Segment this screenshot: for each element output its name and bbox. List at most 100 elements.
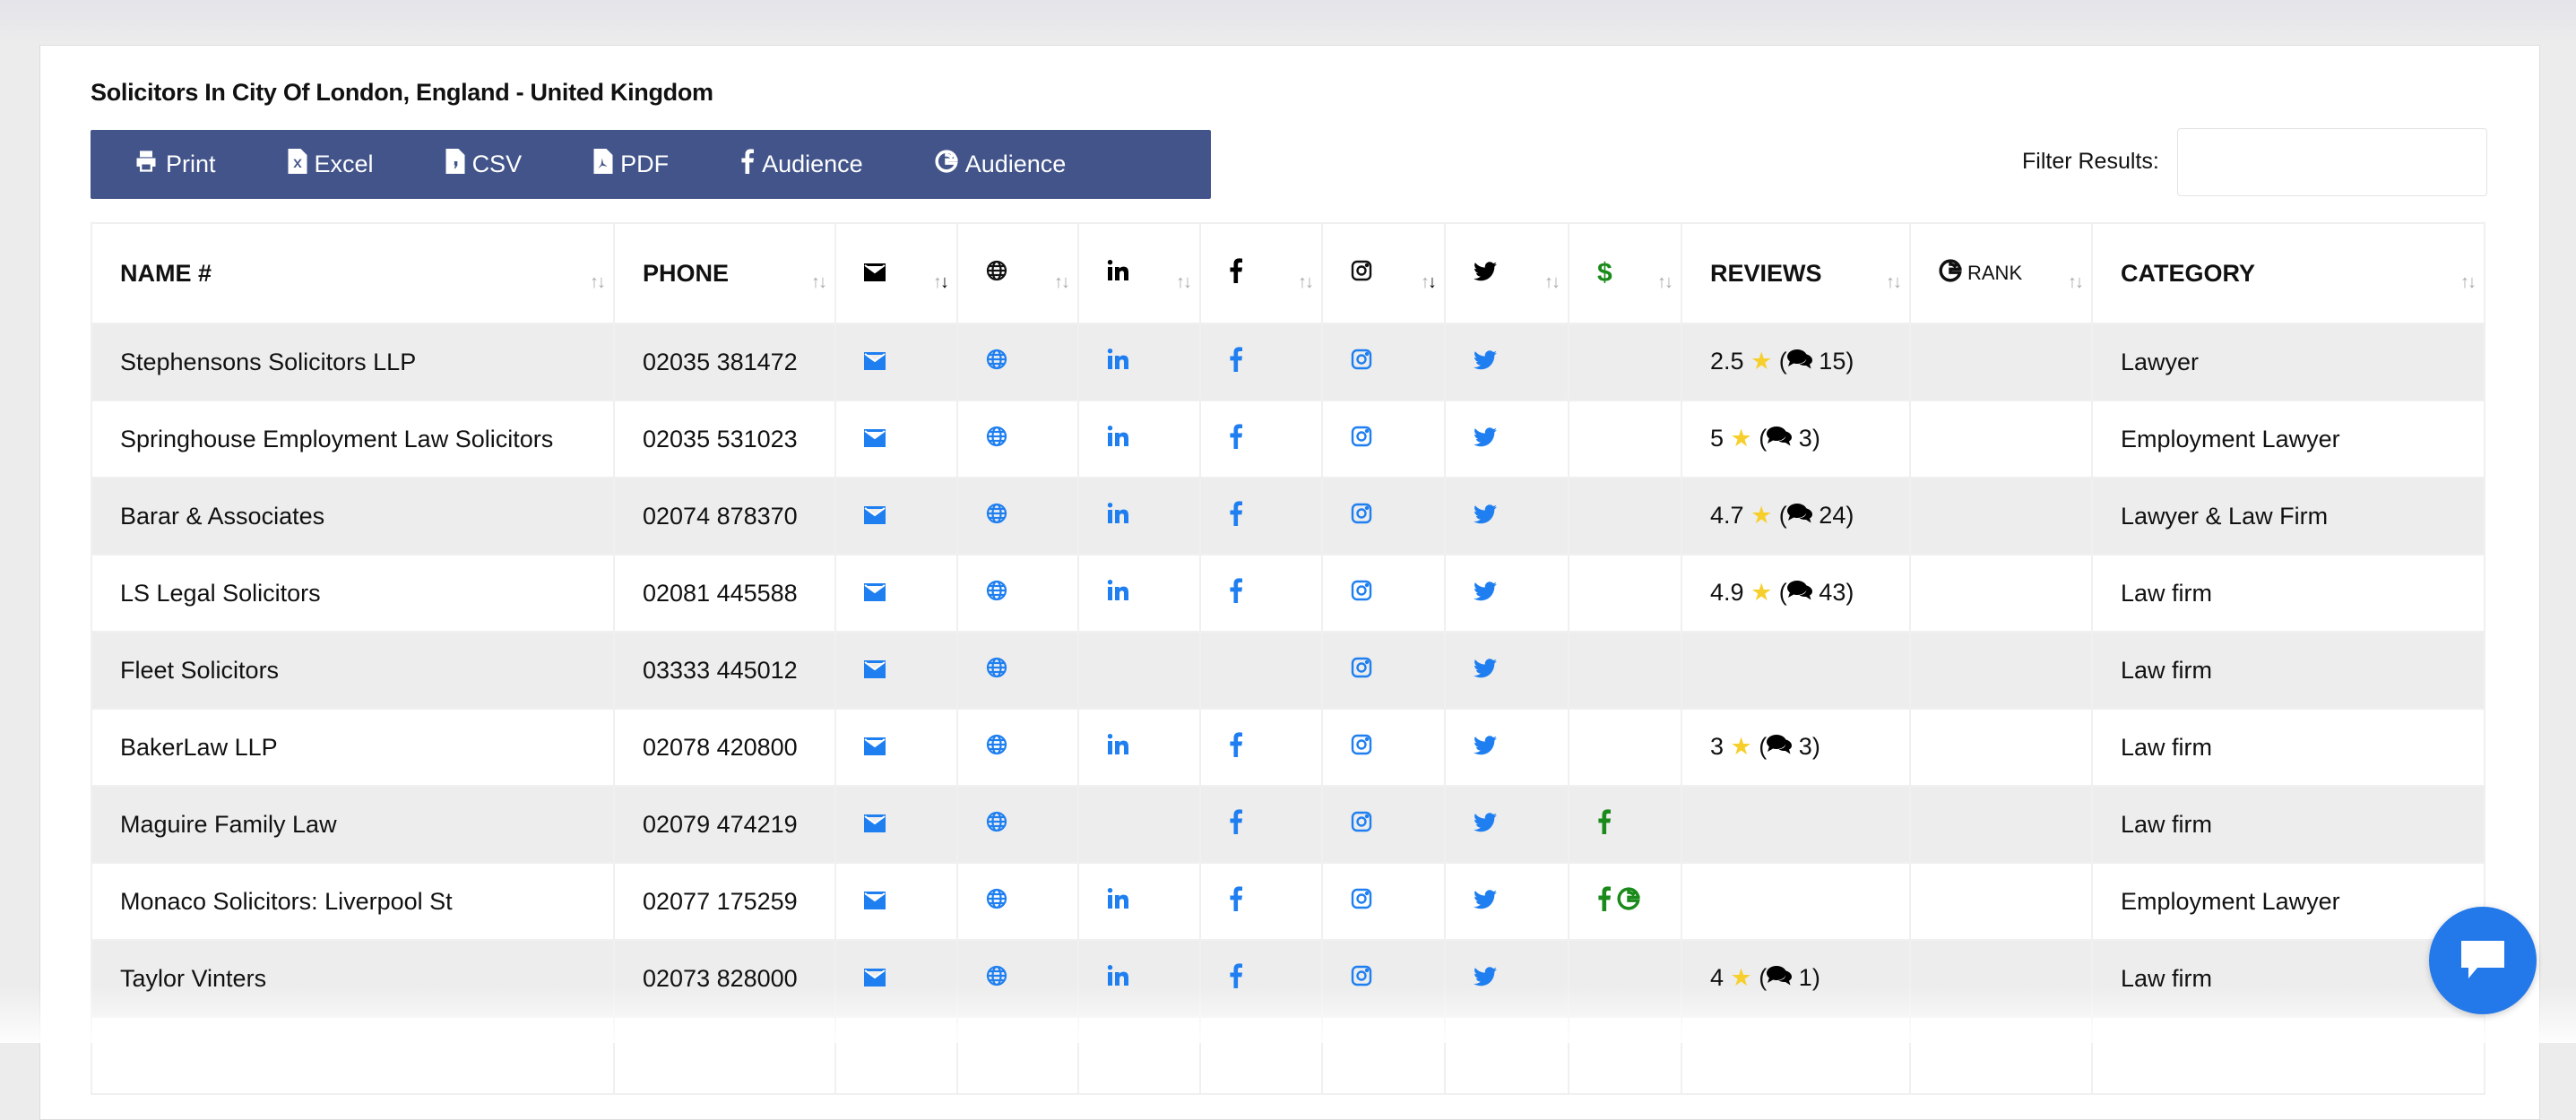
- linkedin-icon[interactable]: [1107, 426, 1128, 453]
- business-name: Fleet Solicitors: [120, 656, 280, 684]
- column-header-dollar[interactable]: $ ↑↓: [1568, 222, 1682, 324]
- email-icon[interactable]: [864, 349, 886, 376]
- globe-icon[interactable]: [986, 888, 1007, 916]
- linkedin-icon[interactable]: [1107, 349, 1128, 376]
- sort-arrows-icon[interactable]: ↑↓: [1298, 272, 1314, 292]
- instagram-icon[interactable]: [1351, 965, 1372, 993]
- web-cell: [956, 477, 1079, 556]
- twitter-icon[interactable]: [1474, 888, 1497, 916]
- globe-icon[interactable]: [986, 657, 1007, 685]
- email-icon[interactable]: [864, 503, 886, 530]
- csv-file-icon: [445, 149, 465, 180]
- linkedin-icon[interactable]: [1107, 965, 1128, 993]
- twitter-icon[interactable]: [1474, 580, 1497, 607]
- sort-arrows-icon[interactable]: ↑↓: [1054, 272, 1070, 292]
- twitter-icon[interactable]: [1474, 965, 1497, 993]
- web-cell: [956, 862, 1079, 941]
- instagram-icon[interactable]: [1351, 349, 1372, 376]
- facebook-icon[interactable]: [1229, 500, 1243, 532]
- sort-arrows-icon[interactable]: ↑↓: [1886, 272, 1902, 292]
- sort-arrows-icon[interactable]: ↑↓: [811, 272, 827, 292]
- facebook-icon[interactable]: [1229, 808, 1243, 840]
- email-icon[interactable]: [864, 965, 886, 993]
- facebook-icon[interactable]: [1229, 577, 1243, 609]
- instagram-icon[interactable]: [1351, 734, 1372, 762]
- audience-google-button[interactable]: Audience: [935, 149, 1066, 180]
- chat-widget-button[interactable]: [2429, 907, 2537, 1014]
- sort-arrows-icon[interactable]: ↑↓: [1544, 272, 1560, 292]
- facebook-icon[interactable]: [1229, 885, 1243, 918]
- instagram-icon[interactable]: [1351, 888, 1372, 916]
- table-row: Barar & Associates 02074 878370 4.7 ★ ( 24…: [91, 477, 2485, 556]
- rank-cell: [1909, 477, 2093, 556]
- column-header-globe[interactable]: ↑↓: [956, 222, 1079, 324]
- instagram-icon[interactable]: [1351, 503, 1372, 530]
- twitter-icon[interactable]: [1474, 349, 1497, 376]
- column-header-twitter[interactable]: ↑↓: [1444, 222, 1569, 324]
- review-count: 43: [1819, 578, 1846, 606]
- twitter-icon[interactable]: [1474, 426, 1497, 453]
- column-header-phone[interactable]: PHONE ↑↓: [613, 222, 836, 324]
- linkedin-icon[interactable]: [1107, 888, 1128, 916]
- csv-csv-file-button[interactable]: CSV: [445, 149, 522, 180]
- globe-icon[interactable]: [986, 965, 1007, 993]
- column-header-rank[interactable]: RANK ↑↓: [1909, 222, 2093, 324]
- globe-icon[interactable]: [986, 503, 1007, 530]
- reviews-cell: [1681, 631, 1911, 710]
- globe-icon[interactable]: [986, 426, 1007, 453]
- print-print-button[interactable]: Print: [134, 149, 216, 180]
- facebook-icon[interactable]: [1229, 962, 1243, 995]
- sort-arrows-icon[interactable]: ↑↓: [2460, 272, 2477, 292]
- column-header-name-[interactable]: NAME # ↑↓: [91, 222, 615, 324]
- twitter-cell: [1444, 554, 1569, 633]
- email-icon[interactable]: [864, 657, 886, 685]
- instagram-icon[interactable]: [1351, 657, 1372, 685]
- facebook-icon[interactable]: [1229, 346, 1243, 378]
- column-header-linkedin[interactable]: ↑↓: [1077, 222, 1201, 324]
- phone-cell: 02078 420800: [613, 708, 836, 787]
- sort-arrows-icon[interactable]: ↑↓: [1176, 272, 1192, 292]
- facebook-icon: [740, 149, 755, 180]
- excel-excel-file-button[interactable]: Excel: [288, 149, 374, 180]
- column-header-facebook[interactable]: ↑↓: [1199, 222, 1323, 324]
- comments-icon: [1786, 580, 1812, 607]
- category: Law firm: [2121, 733, 2213, 761]
- twitter-icon[interactable]: [1474, 734, 1497, 762]
- email-icon[interactable]: [864, 426, 886, 453]
- twitter-icon[interactable]: [1474, 657, 1497, 685]
- ads-cell: [1568, 477, 1682, 556]
- twitter-icon[interactable]: [1474, 811, 1497, 839]
- audience-facebook-button[interactable]: Audience: [740, 149, 863, 180]
- instagram-icon[interactable]: [1351, 580, 1372, 607]
- instagram-icon[interactable]: [1351, 811, 1372, 839]
- sort-arrows-icon[interactable]: ↑↓: [1657, 272, 1673, 292]
- email-icon[interactable]: [864, 888, 886, 916]
- facebook-icon: [1229, 257, 1243, 289]
- globe-icon[interactable]: [986, 734, 1007, 762]
- column-header-email[interactable]: ↑↓: [834, 222, 958, 324]
- facebook-icon[interactable]: [1229, 423, 1243, 455]
- globe-icon[interactable]: [986, 349, 1007, 376]
- email-icon[interactable]: [864, 811, 886, 839]
- facebook-icon[interactable]: [1229, 731, 1243, 763]
- sort-arrows-icon[interactable]: ↑↓: [933, 272, 949, 292]
- email-icon[interactable]: [864, 734, 886, 762]
- linkedin-icon[interactable]: [1107, 580, 1128, 607]
- linkedin-icon[interactable]: [1107, 503, 1128, 530]
- sort-arrows-icon[interactable]: ↑↓: [2068, 272, 2084, 292]
- filter-input[interactable]: [2177, 128, 2487, 196]
- column-header-reviews[interactable]: REVIEWS ↑↓: [1681, 222, 1911, 324]
- email-icon[interactable]: [864, 580, 886, 607]
- column-header-category[interactable]: CATEGORY ↑↓: [2091, 222, 2485, 324]
- sort-arrows-icon[interactable]: ↑↓: [1421, 272, 1437, 292]
- globe-icon[interactable]: [986, 811, 1007, 839]
- linkedin-icon[interactable]: [1107, 734, 1128, 762]
- sort-arrows-icon[interactable]: ↑↓: [590, 272, 606, 292]
- pdf-pdf-file-button[interactable]: PDF: [593, 149, 669, 180]
- instagram-icon[interactable]: [1351, 426, 1372, 453]
- phone-number: 02077 175259: [643, 887, 798, 915]
- twitter-icon[interactable]: [1474, 503, 1497, 530]
- globe-icon[interactable]: [986, 580, 1007, 607]
- phone-cell: 02077 175259: [613, 862, 836, 941]
- column-header-instagram[interactable]: ↑↓: [1321, 222, 1446, 324]
